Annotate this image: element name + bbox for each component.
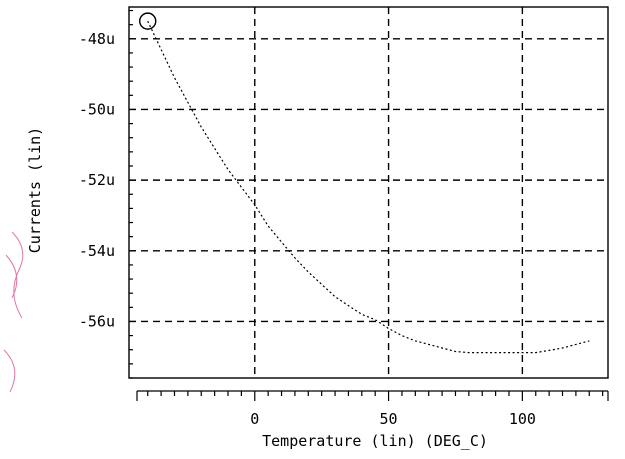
- y-axis-title: Currents (lin): [26, 127, 44, 253]
- y-tick-label: -54u: [79, 242, 115, 260]
- x-axis: [136, 390, 609, 401]
- y-tick-label: -52u: [79, 171, 115, 189]
- y-axis-ticks: [129, 9, 136, 379]
- y-tick-label: -48u: [79, 30, 115, 48]
- x-axis-title: Temperature (lin) (DEG_C): [262, 432, 488, 450]
- y-tick-label: -56u: [79, 312, 115, 330]
- tick-labels: -48u -50u -52u -54u -56u 0 50 100: [79, 30, 536, 428]
- series-currents: [139, 12, 590, 354]
- series-line: [147, 20, 590, 354]
- series-marker: [139, 12, 157, 30]
- x-tick-label: 0: [250, 410, 259, 428]
- y-tick-label: -50u: [79, 100, 115, 118]
- x-tick-label: 50: [380, 410, 398, 428]
- annotation-marks: [3, 231, 24, 393]
- x-tick-label: 100: [509, 410, 536, 428]
- plot-frame: [128, 6, 609, 379]
- grid-lines: [129, 7, 608, 378]
